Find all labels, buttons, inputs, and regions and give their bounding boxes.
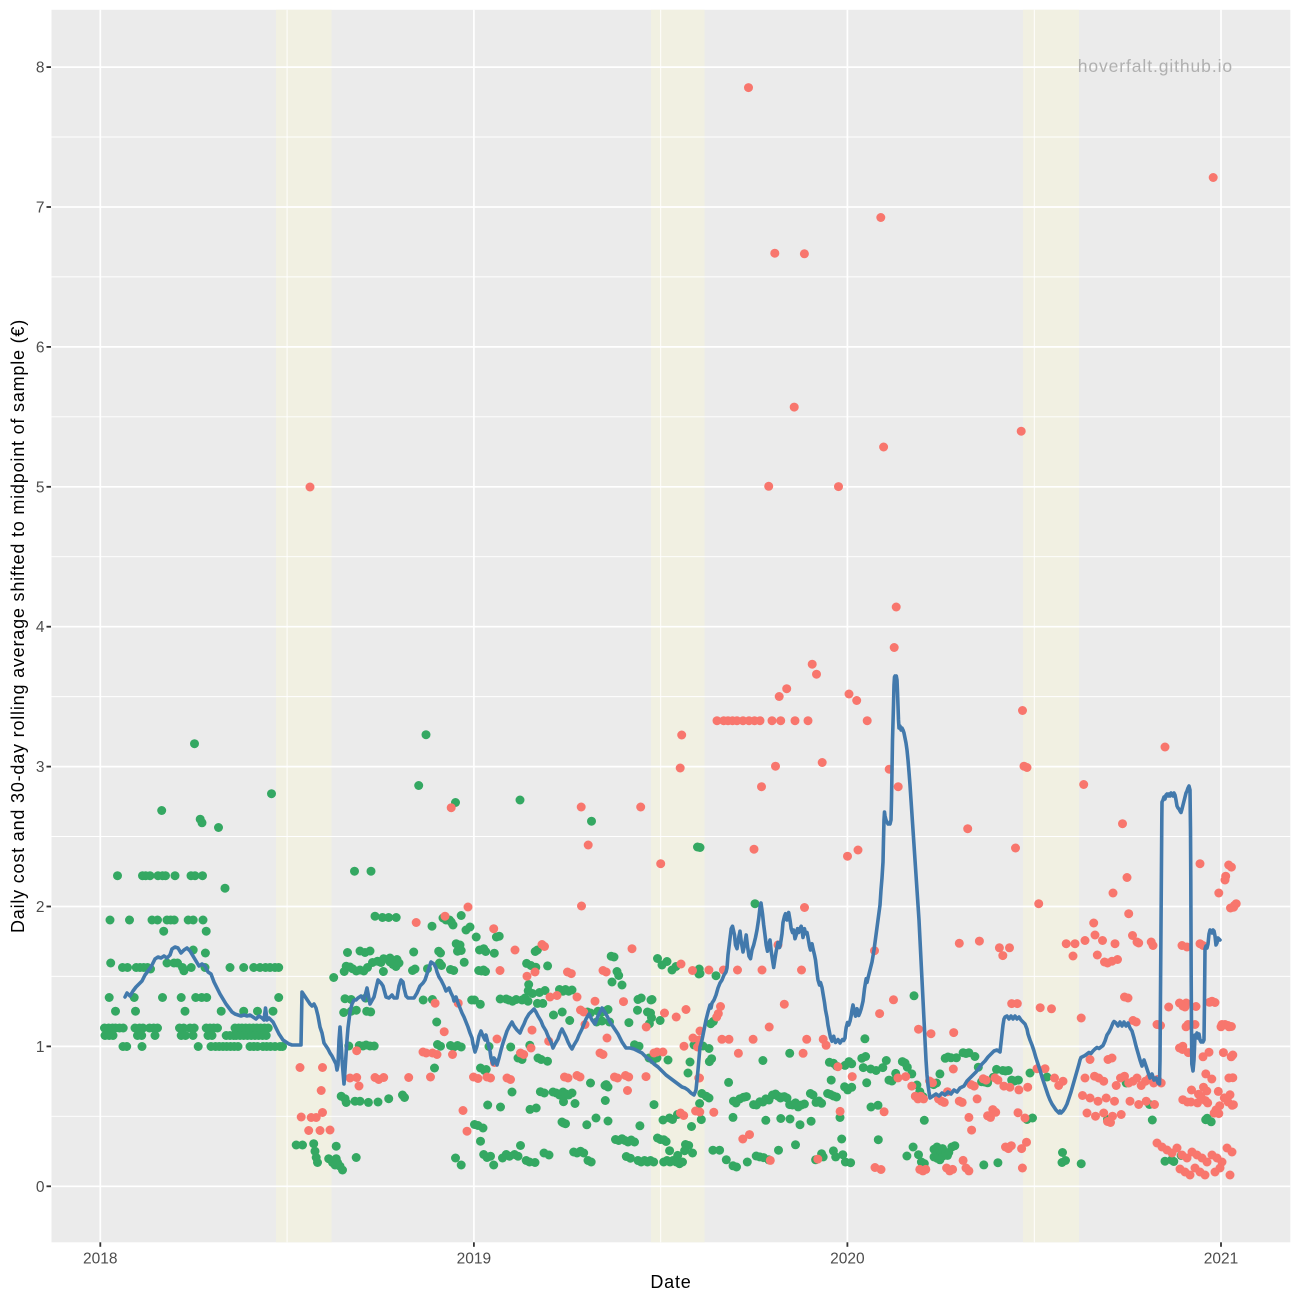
svg-text:hoverfalt.github.io: hoverfalt.github.io bbox=[1078, 56, 1233, 76]
svg-text:Daily cost and 30-day rolling: Daily cost and 30-day rolling average sh… bbox=[8, 319, 28, 933]
svg-text:2021: 2021 bbox=[1204, 1251, 1238, 1268]
svg-text:3: 3 bbox=[36, 759, 45, 776]
svg-text:0: 0 bbox=[36, 1179, 45, 1196]
svg-text:2020: 2020 bbox=[830, 1251, 865, 1268]
svg-text:8: 8 bbox=[36, 60, 45, 77]
svg-text:2018: 2018 bbox=[83, 1251, 117, 1268]
svg-text:1: 1 bbox=[36, 1039, 45, 1056]
svg-text:2: 2 bbox=[36, 899, 45, 916]
svg-text:6: 6 bbox=[36, 339, 45, 356]
svg-text:4: 4 bbox=[36, 619, 45, 636]
svg-text:Date: Date bbox=[650, 1272, 691, 1292]
svg-text:7: 7 bbox=[36, 200, 45, 217]
svg-text:5: 5 bbox=[36, 479, 45, 496]
svg-text:2019: 2019 bbox=[457, 1251, 491, 1268]
